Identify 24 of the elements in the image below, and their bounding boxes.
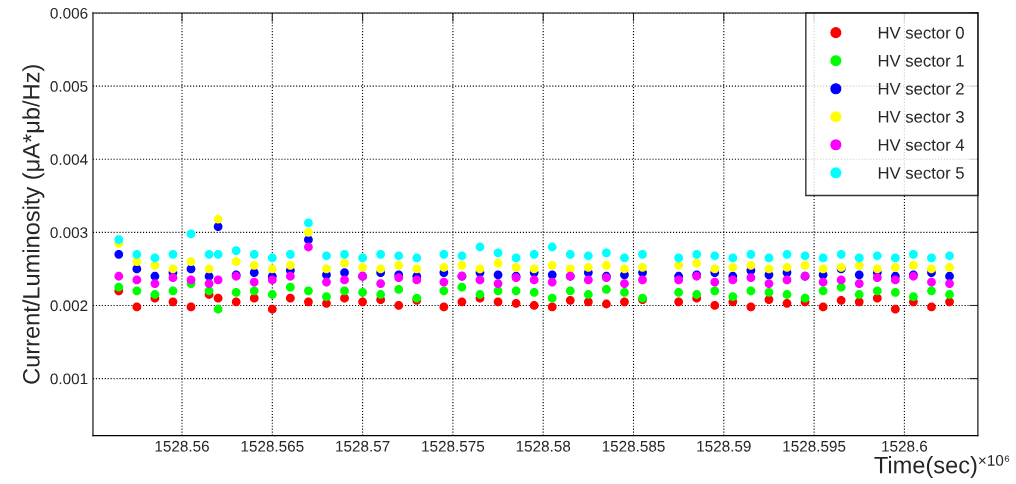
- y-tick-label: 0.002: [50, 300, 88, 312]
- y-tick-label: 0.003: [50, 227, 88, 239]
- x-tick-label: 1528.58: [516, 440, 571, 452]
- x-tick-label: 1528.57: [336, 440, 390, 452]
- x-tick-label: 1528.56: [155, 440, 209, 452]
- x-tick-label: 1528.585: [602, 440, 665, 452]
- x-axis-title: Time(sec): [874, 456, 977, 479]
- text: ×10⁶: [978, 455, 1010, 466]
- legend-label: HV sector 3: [878, 110, 964, 123]
- legend-label: HV sector 2: [878, 82, 964, 95]
- y-tick-label: 0.001: [50, 373, 88, 385]
- x-tick-label: 1528.59: [697, 440, 751, 452]
- x-tick-label: 1528.6: [882, 440, 928, 452]
- x-tick-label: 1528.565: [241, 440, 304, 452]
- y-axis-title: Current/Luminosity (μA*μb/Hz): [22, 65, 45, 384]
- legend-label: HV sector 4: [878, 139, 965, 151]
- y-tick-label: 0.005: [50, 81, 88, 92]
- y-tick-label: 0.004: [50, 154, 88, 165]
- legend-label: HV sector 0: [878, 26, 964, 39]
- y-tick-label: 0.006: [50, 7, 88, 19]
- x-tick-label: 1528.595: [783, 440, 846, 452]
- x-tick-label: 1528.575: [422, 440, 485, 452]
- legend-label: HV sector 5: [878, 167, 964, 179]
- legend-label: HV sector 1: [878, 55, 964, 67]
